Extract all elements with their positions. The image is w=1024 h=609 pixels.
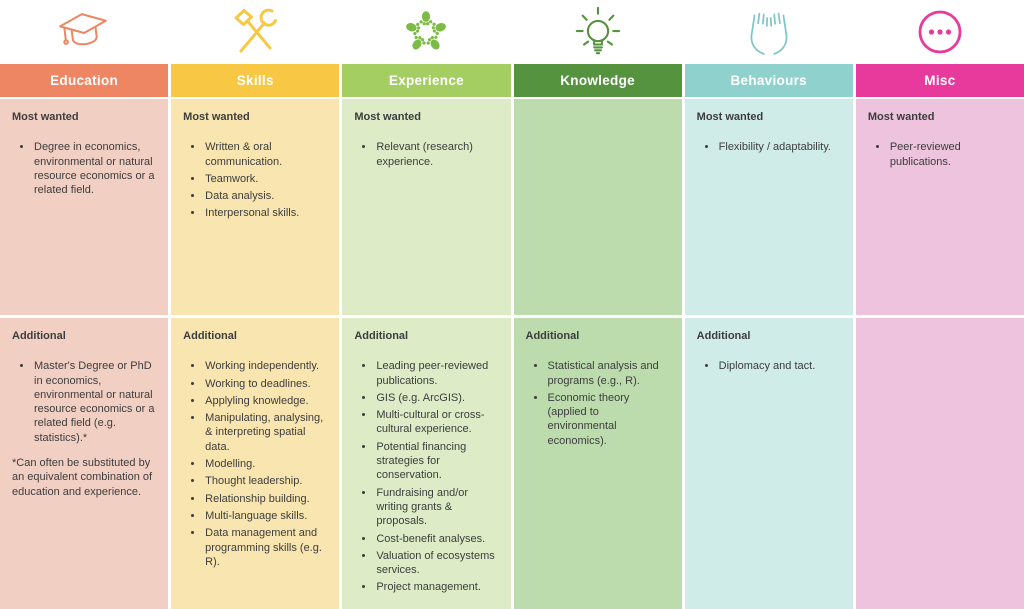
knowledge-most-wanted-section (513, 99, 682, 315)
column-behaviours: Behaviours Most wanted Flexibility / ada… (684, 0, 853, 609)
section-label: Additional (354, 330, 409, 342)
bullet-item: Master's Degree or PhD in economics, env… (33, 359, 156, 445)
bullet-item: Applyling knowledge. (204, 394, 327, 408)
bullet-item: Teamwork. (204, 172, 327, 186)
column-title: Skills (236, 73, 274, 88)
column-education: Education Most wanted Degree in economic… (0, 0, 169, 609)
section-label (868, 329, 1012, 330)
graduation-cap-icon (0, 0, 169, 64)
education-additional-section: Additional Master's Degree or PhD in eco… (0, 318, 169, 609)
ellipsis-circle-icon (855, 0, 1024, 64)
bullet-item: Working independently. (204, 359, 327, 373)
column-title: Misc (924, 73, 956, 88)
column-experience: Experience Most wanted Relevant (researc… (342, 0, 511, 609)
section-label: Additional (525, 330, 580, 342)
bullet-item: Thought leadership. (204, 474, 327, 488)
comparison-table: Education Most wanted Degree in economic… (0, 0, 1024, 576)
section-label: Additional (696, 330, 751, 342)
lightbulb-icon (513, 0, 682, 64)
experience-most-wanted-section: Most wanted Relevant (research) experien… (342, 99, 511, 315)
column-title: Behaviours (730, 73, 807, 88)
bullet-item: Fundraising and/or writing grants & prop… (375, 486, 498, 529)
bullet-item: Multi-cultural or cross-cultural experie… (375, 408, 498, 437)
section-label: Most wanted (12, 111, 79, 123)
section-label: Additional (183, 330, 237, 342)
most-wanted-list: Relevant (research) experience. (354, 140, 498, 169)
bullet-item: Potential financing strategies for conse… (375, 440, 498, 483)
experience-additional-section: Additional Leading peer-reviewed publica… (342, 318, 511, 609)
bullet-item: Interpersonal skills. (204, 206, 327, 220)
column-header-skills: Skills (171, 64, 340, 97)
column-title: Education (50, 73, 119, 88)
skills-most-wanted-section: Most wanted Written & oral communication… (171, 99, 340, 315)
section-label: Most wanted (867, 111, 935, 123)
additional-list: Diplomacy and tact. (697, 359, 841, 373)
bullet-item: Valuation of ecosystems services. (375, 549, 498, 578)
bullet-item: Multi-language skills. (204, 509, 327, 523)
open-hands-icon (684, 0, 853, 64)
section-label: Most wanted (354, 111, 421, 123)
bullet-item: Project management. (375, 580, 498, 594)
bullet-item: Data analysis. (204, 189, 327, 203)
column-skills: Skills Most wanted Written & oral commun… (171, 0, 340, 609)
additional-list: Master's Degree or PhD in economics, env… (12, 359, 156, 445)
section-label: Additional (12, 330, 66, 342)
misc-additional-section (855, 318, 1024, 609)
bullet-item: Flexibility / adaptability. (718, 140, 841, 154)
bullet-item: Statistical analysis and programs (e.g.,… (547, 359, 670, 388)
section-label: Most wanted (183, 111, 250, 123)
hammer-wrench-icon (171, 0, 340, 64)
column-header-misc: Misc (855, 64, 1024, 97)
bullet-item: Working to deadlines. (204, 377, 327, 391)
misc-most-wanted-section: Most wanted Peer-reviewed publications. (855, 99, 1024, 315)
bullet-item: Relevant (research) experience. (375, 140, 498, 169)
additional-list: Statistical analysis and programs (e.g.,… (526, 359, 670, 448)
column-title: Knowledge (560, 73, 635, 88)
bullet-item: Peer-reviewed publications. (889, 140, 1012, 169)
skills-additional-section: Additional Working independently.Working… (171, 318, 340, 609)
bullet-item: Degree in economics, environmental or na… (33, 140, 156, 197)
column-header-behaviours: Behaviours (684, 64, 853, 97)
bullet-item: Economic theory (applied to environmenta… (547, 391, 670, 448)
bullet-item: Written & oral communication. (204, 140, 327, 169)
hands-in-icon (342, 0, 511, 64)
column-knowledge: Knowledge Additional Statistical analysi… (513, 0, 682, 609)
additional-list: Working independently. Working to deadlin… (183, 359, 327, 569)
bullet-item: Manipulating, analysing, & interpreting … (204, 411, 327, 454)
bullet-item: Data management and programming skills (… (204, 526, 327, 569)
most-wanted-list: Peer-reviewed publications. (868, 140, 1012, 169)
bullet-item: Relationship building. (204, 492, 327, 506)
column-header-knowledge: Knowledge (513, 64, 682, 97)
knowledge-additional-section: Additional Statistical analysis and prog… (513, 318, 682, 609)
most-wanted-list: Written & oral communication. Teamwork. Da… (183, 140, 327, 220)
section-label (526, 110, 670, 111)
column-misc: Misc Most wanted Peer-reviewed publicati… (855, 0, 1024, 609)
behaviours-additional-section: Additional Diplomacy and tact. (684, 318, 853, 609)
bullet-item: Modelling. (204, 457, 327, 471)
education-most-wanted-section: Most wanted Degree in economics, environ… (0, 99, 169, 315)
column-header-experience: Experience (342, 64, 511, 97)
bullet-item: GIS (e.g. ArcGIS). (375, 391, 498, 405)
bullet-item: Diplomacy and tact. (718, 359, 841, 373)
additional-list: Leading peer-reviewed publications. GIS (… (354, 359, 498, 594)
section-label: Most wanted (696, 111, 764, 123)
column-header-education: Education (0, 64, 169, 97)
footnote: *Can often be substituted by an equivale… (12, 457, 153, 498)
bullet-item: Cost-benefit analyses. (375, 532, 498, 546)
column-title: Experience (388, 73, 464, 88)
most-wanted-list: Flexibility / adaptability. (697, 140, 841, 154)
most-wanted-list: Degree in economics, environmental or na… (12, 140, 156, 197)
behaviours-most-wanted-section: Most wanted Flexibility / adaptability. (684, 99, 853, 315)
bullet-item: Leading peer-reviewed publications. (375, 359, 498, 388)
